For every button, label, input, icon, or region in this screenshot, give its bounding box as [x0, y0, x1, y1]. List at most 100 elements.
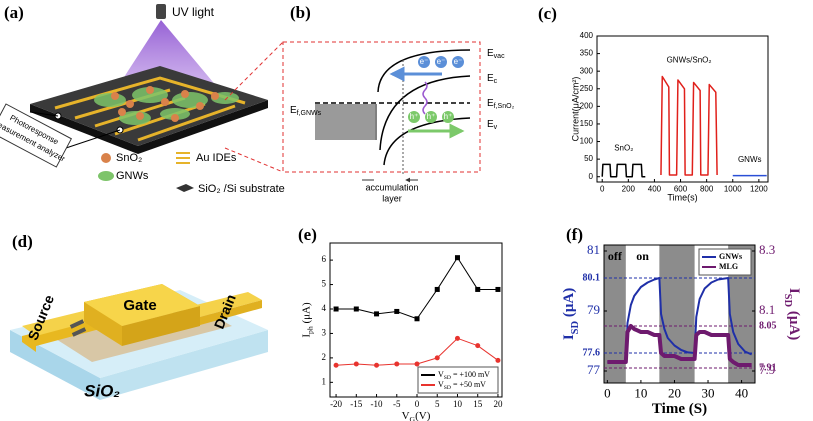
label-part: f,GNWs — [297, 110, 322, 117]
lamp-label: UV light — [172, 5, 215, 19]
y-tick-label: 3 — [322, 328, 327, 338]
point — [333, 306, 339, 312]
series-label: GNWs — [738, 155, 762, 164]
label-part: c — [494, 78, 498, 85]
y-axis-label: Iph (μA) — [300, 302, 315, 338]
y2-tick-label: 8.3 — [759, 242, 775, 257]
substrate-side — [30, 100, 268, 154]
shaded-region — [604, 245, 626, 383]
x-tick-label: -15 — [350, 399, 362, 409]
x-tick-label: 15 — [473, 399, 483, 409]
x-axis-label: VG(V) — [402, 409, 431, 421]
substrate-label: SiO₂ — [84, 381, 120, 400]
legend-label: SnO₂ — [116, 152, 142, 164]
point — [434, 286, 440, 292]
y-tick-label: 79 — [587, 302, 600, 317]
label-part: = +50 mV — [451, 380, 486, 389]
x-tick-label: 20 — [493, 399, 503, 409]
marker-label: 7.91 — [759, 362, 777, 373]
level-label: Ev — [487, 119, 498, 132]
chart: 0 200 400 600 800 1000 1200 0 50 100 150 200 250 300 3… — [571, 31, 769, 202]
x-tick-label: 600 — [674, 184, 688, 193]
legend-label: Au IDEs — [196, 152, 237, 164]
label-part: (μA) — [300, 302, 312, 326]
point — [495, 286, 501, 292]
evac — [377, 49, 471, 93]
series-label: SnO₂ — [614, 144, 633, 153]
drain-pad — [182, 300, 262, 330]
gate-side — [122, 306, 200, 346]
label-part: E — [487, 98, 494, 109]
label-part: E — [290, 105, 297, 116]
electron — [452, 56, 464, 68]
level-label: Ef,SnO₂ — [487, 98, 515, 111]
label-part: G — [410, 415, 416, 421]
state-label: on — [636, 249, 649, 263]
legend-label: GNWs — [116, 170, 149, 182]
level-label: Ef,GNWs — [290, 105, 322, 118]
point — [394, 308, 400, 314]
legend-label: VSD = +100 mV — [438, 370, 490, 381]
uv-lamp — [156, 4, 166, 19]
plot-frame — [596, 35, 769, 183]
y-tick-label: 0 — [589, 172, 594, 181]
electron — [435, 56, 447, 68]
label-part: ph — [306, 326, 315, 334]
label-part: E — [487, 48, 494, 59]
panel-label: (b) — [290, 3, 311, 22]
label-part: SD — [444, 385, 451, 391]
legend-box — [698, 248, 752, 276]
point — [374, 311, 380, 317]
point — [414, 361, 420, 367]
x-tick-label: 200 — [622, 184, 636, 193]
x-tick-label: 10 — [453, 399, 463, 409]
label-part: f,SnO₂ — [494, 103, 515, 110]
y-tick-label: 400 — [580, 31, 594, 40]
x-tick-label: 1200 — [750, 184, 768, 193]
label-part: V — [438, 380, 444, 389]
legend-icon — [176, 152, 190, 164]
point — [454, 255, 460, 261]
y-tick-label: 300 — [580, 66, 594, 75]
y-tick-label: 200 — [580, 101, 594, 110]
y-tick-label: 81 — [587, 242, 600, 257]
x-tick-label: 400 — [648, 184, 662, 193]
label-part: V — [402, 409, 410, 421]
x-tick-label: -10 — [371, 399, 383, 409]
zoom-box — [282, 41, 481, 173]
label-part: (μA) — [786, 307, 802, 340]
plot-frame — [329, 242, 503, 398]
x-tick-label: 0 — [415, 399, 420, 409]
gate-label: Gate — [123, 297, 156, 314]
label-part: SD — [570, 320, 581, 334]
plot-frame — [603, 244, 756, 384]
point — [414, 316, 420, 322]
y-tick-label: 4 — [322, 303, 327, 313]
panel-label: (e) — [298, 225, 317, 244]
y-tick-label: 50 — [584, 154, 593, 163]
label-part: V — [438, 370, 444, 379]
y2-axis-label: ISD (μA) — [782, 288, 801, 340]
y-axis-label: ISD (μA) — [561, 288, 580, 340]
y-tick-label: 5 — [322, 279, 327, 289]
y-tick-label: 2 — [322, 352, 327, 362]
panel-label: (f) — [566, 225, 583, 244]
sno2 — [111, 86, 219, 122]
device-schematic: UV light Photoresponse Measurement analy… — [0, 4, 285, 195]
label-part: (μA) — [561, 288, 577, 321]
y-tick-label: 350 — [580, 49, 594, 58]
electron — [418, 56, 430, 68]
level-label: Ec — [487, 73, 498, 86]
series-label: GNWs/SnO₂ — [667, 56, 712, 65]
hole-label: h⁺ — [444, 112, 453, 121]
substrate-side — [100, 330, 268, 400]
point — [353, 361, 359, 367]
substrate-top — [30, 66, 268, 146]
x-tick-label: 0 — [604, 386, 611, 401]
y-tick-label: 6 — [322, 254, 327, 264]
hole — [425, 111, 437, 123]
hole-label: h⁺ — [427, 112, 436, 121]
series-line — [607, 277, 753, 363]
